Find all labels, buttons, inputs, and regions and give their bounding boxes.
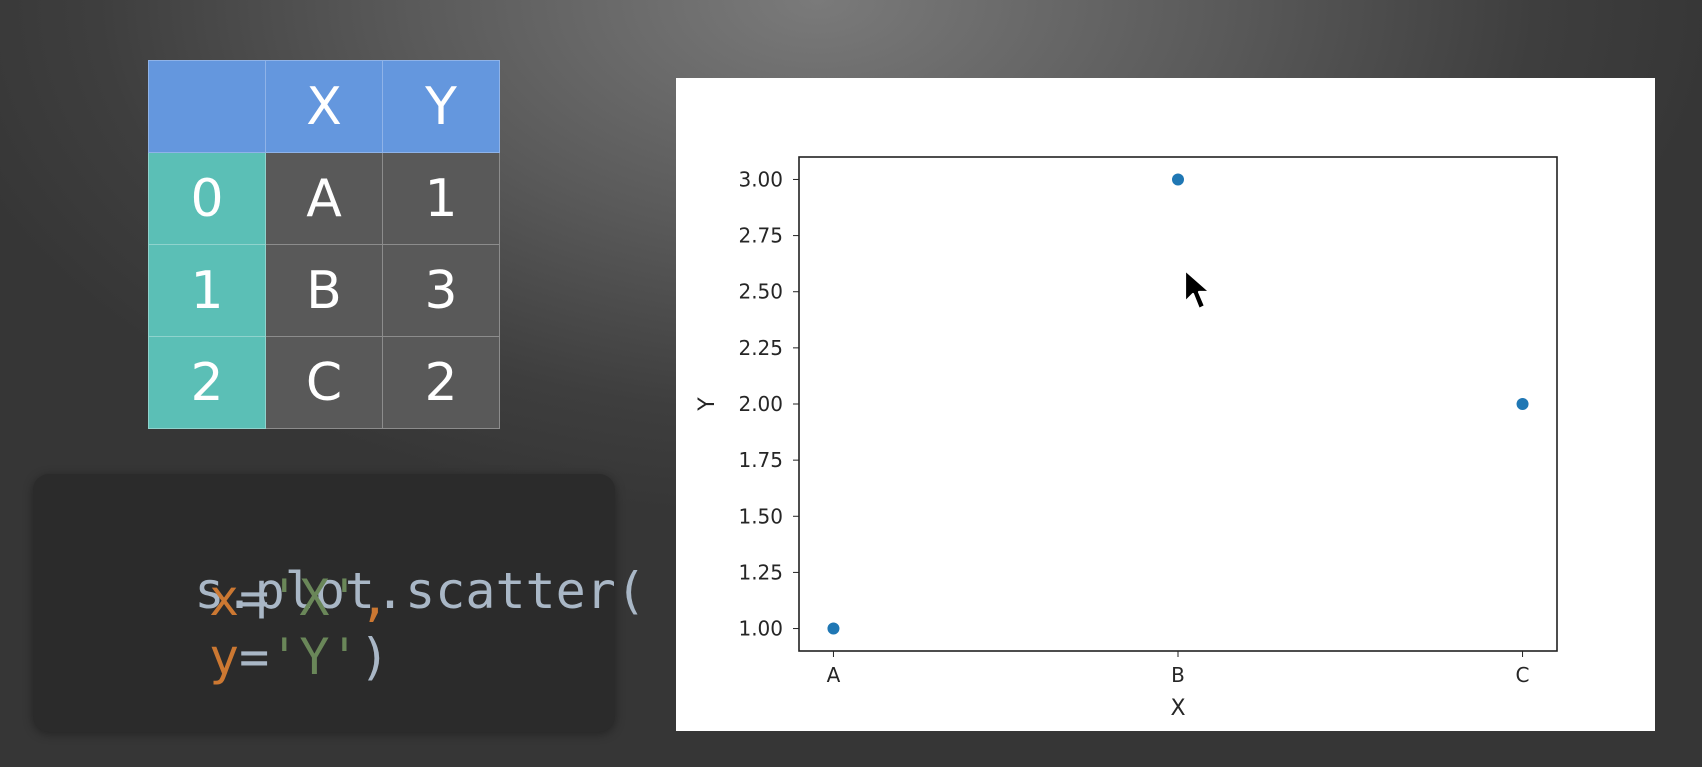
- code-panel: s.plot.scatter( x='X', y='Y'): [33, 474, 646, 732]
- code-kwarg-y: y: [209, 628, 240, 686]
- table-cell-x: C: [265, 336, 383, 429]
- code-equals: =: [239, 569, 270, 627]
- y-tick-label: 2.75: [738, 224, 783, 248]
- table-cell-y: 3: [382, 244, 500, 337]
- code-kwarg-x: x: [209, 569, 240, 627]
- table-row-index: 2: [148, 336, 266, 429]
- y-tick-label: 1.50: [738, 504, 783, 528]
- code-comma: ,: [359, 569, 390, 627]
- y-tick-label: 1.00: [738, 617, 783, 641]
- table-cell-y: 2: [382, 336, 500, 429]
- y-tick-labels: 1.00 1.25 1.50 1.75 2.00 2.25 2.50 2.75 3.00: [738, 167, 799, 641]
- table-header-corner: [148, 60, 266, 153]
- scatter-point: [827, 622, 840, 635]
- table-row: 1 B 3: [148, 244, 500, 337]
- x-tick-label: A: [827, 663, 841, 687]
- y-tick-label: 1.25: [738, 560, 783, 584]
- chart-panel: 1.00 1.25 1.50 1.75 2.00 2.25 2.50 2.75 3.00 A B C…: [676, 78, 1655, 731]
- y-tick-label: 2.50: [738, 280, 783, 304]
- mouse-pointer-icon: [1183, 268, 1212, 311]
- y-tick-label: 2.25: [738, 336, 783, 360]
- dataframe-table: X Y 0 A 1 1 B 3 2 C 2: [148, 60, 500, 429]
- code-line-1: s.plot.scatter(: [74, 507, 646, 675]
- x-tick-label: B: [1171, 663, 1185, 687]
- x-tick-labels: A B C: [827, 651, 1530, 687]
- table-cell-y: 1: [382, 152, 500, 245]
- scatter-point: [1516, 398, 1529, 410]
- x-axis-label: X: [1170, 696, 1185, 721]
- table-row-index: 0: [148, 152, 266, 245]
- table-cell-x: B: [265, 244, 383, 337]
- y-tick-label: 2.00: [738, 392, 783, 416]
- scatter-chart: 1.00 1.25 1.50 1.75 2.00 2.25 2.50 2.75 3.00 A B C…: [695, 156, 1558, 721]
- scatter-point: [1172, 173, 1184, 186]
- table-header-x: X: [265, 60, 383, 153]
- table-row: 2 C 2: [148, 336, 500, 429]
- code-equals: =: [239, 628, 270, 686]
- code-call: s.plot.scatter(: [194, 562, 646, 620]
- code-string-x: 'X': [269, 569, 360, 627]
- table-row: 0 A 1: [148, 152, 500, 245]
- y-axis-label: Y: [695, 397, 720, 412]
- code-close-paren: ): [359, 628, 390, 686]
- table-cell-x: A: [265, 152, 383, 245]
- x-tick-label: C: [1516, 663, 1530, 687]
- plot-frame: [798, 156, 1558, 652]
- scatter-points: [827, 173, 1529, 635]
- code-string-y: 'Y': [269, 628, 360, 686]
- code-line-2: x='X',: [209, 570, 390, 626]
- code-line-3: y='Y'): [209, 629, 390, 685]
- y-tick-label: 1.75: [738, 448, 783, 472]
- table-row-index: 1: [148, 244, 266, 337]
- table-header-y: Y: [382, 60, 500, 153]
- y-tick-label: 3.00: [738, 167, 783, 191]
- table-header-row: X Y: [148, 60, 500, 153]
